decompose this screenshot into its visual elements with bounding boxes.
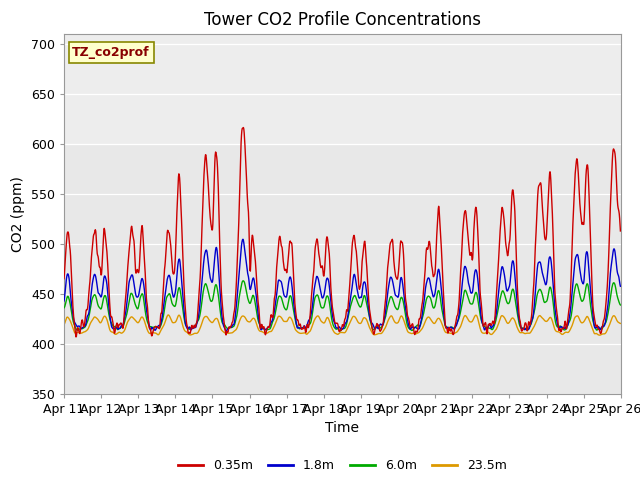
Title: Tower CO2 Profile Concentrations: Tower CO2 Profile Concentrations bbox=[204, 11, 481, 29]
Text: TZ_co2prof: TZ_co2prof bbox=[72, 46, 150, 59]
Legend: 0.35m, 1.8m, 6.0m, 23.5m: 0.35m, 1.8m, 6.0m, 23.5m bbox=[173, 455, 512, 477]
Y-axis label: CO2 (ppm): CO2 (ppm) bbox=[12, 176, 26, 252]
X-axis label: Time: Time bbox=[325, 421, 360, 435]
Bar bbox=[64, 34, 621, 144]
